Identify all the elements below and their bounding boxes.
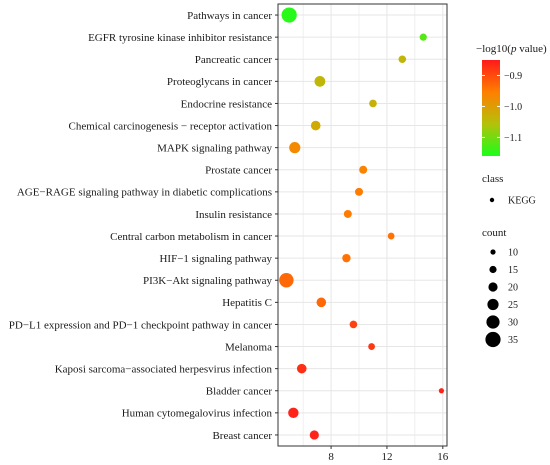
size-legend-label: 15 [508,265,518,276]
data-point [359,165,368,174]
size-legend-marker [490,249,496,255]
class-legend-marker [489,197,495,203]
pathway-label: Hepatitis C [222,297,272,309]
color-bar [482,60,500,156]
pathway-label: Proteoglycans in cancer [167,76,272,88]
pathway-label: Chemical carcinogenesis − receptor activ… [68,120,272,132]
pathway-label: EGFR tyrosine kinase inhibitor resistanc… [88,32,272,44]
color-tick-label: −0.9 [504,71,522,82]
data-point [309,430,319,440]
data-point [438,388,445,394]
plot-area: Pathways in cancer EGFR tyrosine kinase i… [9,3,449,463]
data-point [368,343,375,350]
data-point [296,363,307,374]
size-legend-label: 10 [508,248,518,259]
pathway-label: Pathways in cancer [187,10,272,22]
x-tick-label: 16 [437,451,449,463]
pathway-label: Bladder cancer [206,386,273,398]
color-legend-title: −log10(p value) [476,43,547,55]
pathway-label: PD−L1 expression and PD−1 checkpoint pat… [9,319,273,331]
x-gridlines [302,4,444,446]
pathway-label: Insulin resistance [195,209,272,221]
size-legend-marker [489,265,497,274]
pathway-label: HIF−1 signaling pathway [159,253,272,265]
data-point [289,142,301,154]
size-legend-label: 30 [508,318,518,329]
pathway-label: Breast cancer [212,430,272,442]
size-legend-marker [487,298,499,311]
data-point [419,33,427,41]
class-legend-title: class [482,173,503,185]
size-legend-marker [486,315,500,329]
class-legend-label: KEGG [508,196,536,207]
x-tick-label: 12 [381,451,392,463]
size-legend-marker [485,331,501,348]
pathway-label: AGE−RAGE signaling pathway in diabetic c… [17,187,272,199]
data-point [398,55,407,64]
data-point [310,120,321,131]
size-legend-label: 35 [508,335,518,346]
data-point [355,187,364,196]
pathway-label: Pancreatic cancer [195,54,273,66]
data-point [314,75,326,87]
color-tick-label: −1.0 [504,102,522,113]
y-axis-labels: Pathways in cancer EGFR tyrosine kinase i… [9,10,278,442]
legend-area: −log10(p value) −0.9 −1.0 −1.1 class KEGG coun… [476,43,547,348]
data-points [279,7,445,440]
data-point [288,407,299,419]
size-legend-label: 25 [508,300,518,311]
size-legend-marker [488,282,498,292]
data-point [349,320,358,329]
data-point [279,273,294,288]
data-point [342,253,351,263]
pathway-label: Endocrine resistance [181,98,272,110]
pathway-label: MAPK signaling pathway [157,142,272,154]
size-legend-title: count [482,227,506,239]
pathway-label: Human cytomegalovirus infection [122,408,273,420]
x-axis-labels: 8 12 16 [328,446,449,463]
pathway-label: Kaposi sarcoma−associated herpesvirus in… [55,363,273,375]
size-legend-label: 20 [508,283,518,294]
pathway-label: PI3K−Akt signaling pathway [143,275,273,287]
data-point [343,209,352,218]
pathway-label: Melanoma [225,341,272,353]
data-point [369,99,377,108]
plot-border [277,3,448,447]
color-tick-label: −1.1 [504,133,522,144]
pathway-label: Prostate cancer [205,165,272,177]
pathway-label: Central carbon metabolism in cancer [110,231,272,243]
plot-panel [278,4,447,446]
data-point [281,7,297,23]
data-point [387,232,395,240]
x-tick-label: 8 [328,451,334,463]
data-point [316,297,327,308]
